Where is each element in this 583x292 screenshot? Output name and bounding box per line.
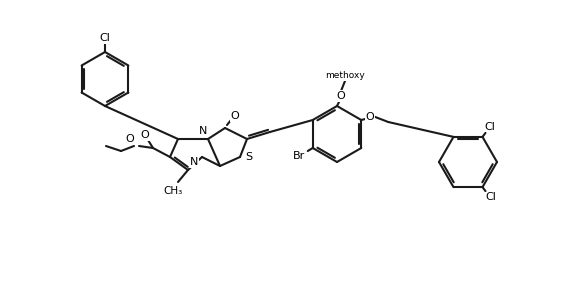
Text: Cl: Cl [484,122,495,132]
Text: N: N [199,126,207,136]
Text: S: S [245,152,252,162]
Text: O: O [336,91,345,101]
Text: CH₃: CH₃ [163,186,182,196]
Text: Cl: Cl [485,192,496,202]
Text: O: O [366,112,375,122]
Text: O: O [231,111,240,121]
Text: O: O [141,130,149,140]
Text: Br: Br [293,151,305,161]
Text: Cl: Cl [100,33,110,43]
Text: N: N [190,157,198,167]
Text: methoxy: methoxy [325,72,365,81]
Text: O: O [125,134,134,144]
